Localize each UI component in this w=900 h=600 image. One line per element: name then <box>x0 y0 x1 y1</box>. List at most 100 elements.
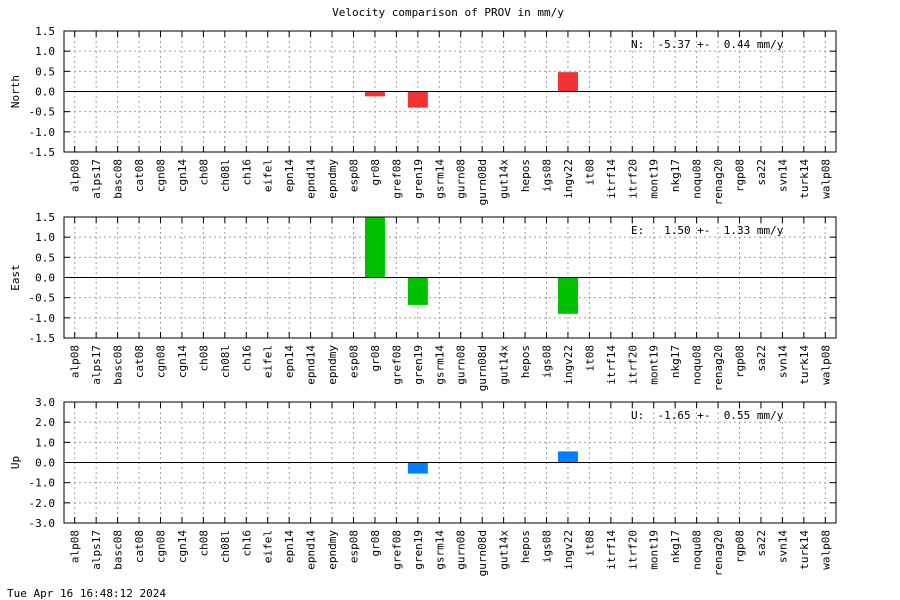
velocity-annotation: N: -5.37 +- 0.44 mm/y <box>631 38 784 51</box>
x-tick-label: esp08 <box>348 159 361 192</box>
bar-gr08 <box>364 217 385 278</box>
x-tick-label: epn14 <box>283 530 296 563</box>
x-tick-label: gsrm14 <box>433 345 446 385</box>
x-tick-label: gr08 <box>369 345 382 372</box>
x-tick-label: turk14 <box>798 159 811 199</box>
x-tick-label: epndmy <box>326 345 339 385</box>
x-tick-label: epnd14 <box>305 530 318 570</box>
x-tick-label: mont19 <box>648 530 661 570</box>
x-tick-label: noqu08 <box>691 345 704 385</box>
x-tick-label: sa22 <box>755 530 768 557</box>
x-tick-label: svn14 <box>776 159 789 192</box>
x-tick-label: ch08l <box>219 159 232 192</box>
x-tick-label: turk14 <box>798 530 811 570</box>
panel-up: -3.0 -2.0 -1.0 0.0 1.0 2.0 3.0 alp08 alps17 basc0… <box>9 396 837 576</box>
x-tick-label: basc08 <box>112 530 125 570</box>
x-tick-label: ingv22 <box>562 530 575 570</box>
bar-gren19 <box>407 91 428 108</box>
bar-gren19 <box>407 277 428 305</box>
x-tick-label: nkg17 <box>669 530 682 563</box>
y-tick-label: 1.5 <box>35 25 55 38</box>
x-tick-label: noqu08 <box>691 159 704 199</box>
chart-title: Velocity comparison of PROV in mm/y <box>332 6 564 19</box>
x-tick-label: igs08 <box>541 530 554 563</box>
x-tick-label: gref08 <box>390 159 403 199</box>
x-tick-label: mont19 <box>648 345 661 385</box>
y-axis-label: East <box>9 264 22 291</box>
x-tick-label: itrf14 <box>605 159 618 199</box>
x-tick-label: gren19 <box>412 345 425 385</box>
x-tick-label: cgn08 <box>155 530 168 563</box>
x-tick-label: it08 <box>583 530 596 557</box>
x-tick-label: hepos <box>519 530 532 563</box>
x-tick-label: gurn08d <box>476 159 489 205</box>
x-tick-label: cat08 <box>133 530 146 563</box>
bar-gr08 <box>364 91 385 97</box>
bar-ingv22 <box>557 451 578 463</box>
y-tick-label: 1.0 <box>35 436 55 449</box>
x-tick-label: cgn14 <box>176 159 189 192</box>
y-tick-label: 1.0 <box>35 45 55 58</box>
x-tick-label: alps17 <box>90 530 103 570</box>
x-tick-label: sa22 <box>755 159 768 186</box>
x-tick-label: esp08 <box>348 530 361 563</box>
y-tick-label: -3.0 <box>29 517 56 530</box>
y-tick-label: -2.0 <box>29 497 56 510</box>
x-tick-label: ingv22 <box>562 345 575 385</box>
x-tick-label: walp08 <box>819 345 832 385</box>
x-tick-label: mont19 <box>648 159 661 199</box>
x-tick-label: walp08 <box>819 159 832 199</box>
velocity-annotation: U: -1.65 +- 0.55 mm/y <box>631 409 784 422</box>
x-tick-label: sa22 <box>755 345 768 372</box>
y-tick-label: 3.0 <box>35 396 55 409</box>
x-tick-label: ch08 <box>197 345 210 372</box>
x-tick-label: turk14 <box>798 345 811 385</box>
x-tick-label: hepos <box>519 345 532 378</box>
x-tick-label: gut14x <box>498 530 511 570</box>
x-tick-label: noqu08 <box>691 530 704 570</box>
y-tick-label: -0.5 <box>29 106 56 119</box>
x-tick-label: gsrm14 <box>433 159 446 199</box>
x-tick-label: renag20 <box>712 345 725 391</box>
y-tick-label: 0.5 <box>35 65 55 78</box>
x-tick-label: epndmy <box>326 159 339 199</box>
x-tick-label: ch08l <box>219 530 232 563</box>
x-tick-label: alps17 <box>90 159 103 199</box>
x-tick-label: itrf14 <box>605 530 618 570</box>
x-tick-label: epnd14 <box>305 345 318 385</box>
x-tick-label: cat08 <box>133 345 146 378</box>
x-tick-label: gref08 <box>390 345 403 385</box>
x-tick-label: alps17 <box>90 345 103 385</box>
x-tick-label: nkg17 <box>669 345 682 378</box>
x-tick-label: ch08 <box>197 530 210 557</box>
x-tick-label: gren19 <box>412 159 425 199</box>
plot-frame <box>63 401 837 524</box>
x-tick-label: cat08 <box>133 159 146 192</box>
x-tick-label: esp08 <box>348 345 361 378</box>
velocity-annotation: E: 1.50 +- 1.33 mm/y <box>631 224 784 237</box>
y-tick-label: -1.0 <box>29 126 56 139</box>
y-tick-label: -1.0 <box>29 477 56 490</box>
x-tick-label: epndmy <box>326 530 339 570</box>
x-tick-label: gurn08 <box>455 530 468 570</box>
x-tick-label: ch08 <box>197 159 210 186</box>
bar-ingv22 <box>557 72 578 92</box>
x-tick-label: rgp08 <box>734 345 747 378</box>
x-tick-label: nkg17 <box>669 159 682 192</box>
x-tick-label: gurn08d <box>476 530 489 576</box>
y-tick-label: -1.5 <box>29 332 56 345</box>
x-tick-label: eifel <box>262 159 275 192</box>
x-tick-label: cgn08 <box>155 345 168 378</box>
y-tick-label: 1.0 <box>35 231 55 244</box>
x-tick-label: gurn08 <box>455 159 468 199</box>
x-tick-label: alp08 <box>69 159 82 192</box>
x-tick-label: itrf14 <box>605 345 618 385</box>
panel-north: -1.5 -1.0 -0.5 0.0 0.5 1.0 1.5 alp08 alps17 basc0… <box>9 25 837 205</box>
y-tick-label: 0.5 <box>35 251 55 264</box>
bar-ingv22 <box>557 277 578 314</box>
x-tick-label: gurn08 <box>455 345 468 385</box>
bar-gren19 <box>407 462 428 474</box>
y-axis-label: North <box>9 75 22 108</box>
x-tick-label: hepos <box>519 159 532 192</box>
